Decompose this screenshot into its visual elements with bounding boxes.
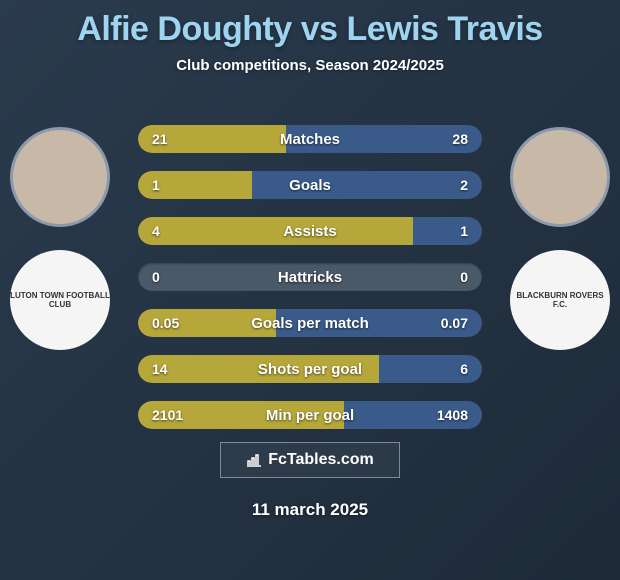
club-name-left: LUTON TOWN FOOTBALL CLUB <box>10 291 110 309</box>
stat-row: 4 Assists 1 <box>138 217 482 245</box>
stats-container: 21 Matches 28 1 Goals 2 4 Assists 1 0 Ha… <box>138 125 482 447</box>
stat-value-right: 0.07 <box>441 309 468 337</box>
stat-value-right: 28 <box>452 125 468 153</box>
stat-row: 0.05 Goals per match 0.07 <box>138 309 482 337</box>
stat-label: Assists <box>138 217 482 245</box>
stat-row: 2101 Min per goal 1408 <box>138 401 482 429</box>
stat-label: Shots per goal <box>138 355 482 383</box>
stat-value-right: 0 <box>460 263 468 291</box>
stat-label: Min per goal <box>138 401 482 429</box>
player-photo-left <box>10 127 110 227</box>
stat-row: 14 Shots per goal 6 <box>138 355 482 383</box>
player-photo-right <box>510 127 610 227</box>
stat-value-right: 1 <box>460 217 468 245</box>
stat-label: Matches <box>138 125 482 153</box>
club-name-right: BLACKBURN ROVERS F.C. <box>510 291 610 309</box>
stat-row: 1 Goals 2 <box>138 171 482 199</box>
club-badge-right: BLACKBURN ROVERS F.C. <box>510 250 610 350</box>
footer-brand-label: FcTables.com <box>268 451 374 469</box>
page-title: Alfie Doughty vs Lewis Travis <box>0 0 620 49</box>
club-badge-left: LUTON TOWN FOOTBALL CLUB <box>10 250 110 350</box>
stat-value-right: 1408 <box>437 401 468 429</box>
stat-value-right: 6 <box>460 355 468 383</box>
subtitle: Club competitions, Season 2024/2025 <box>0 57 620 74</box>
stat-value-right: 2 <box>460 171 468 199</box>
stat-label: Goals per match <box>138 309 482 337</box>
stat-row: 21 Matches 28 <box>138 125 482 153</box>
stat-row: 0 Hattricks 0 <box>138 263 482 291</box>
stat-label: Hattricks <box>138 263 482 291</box>
stat-label: Goals <box>138 171 482 199</box>
date-label: 11 march 2025 <box>0 500 620 520</box>
chart-icon <box>246 451 262 470</box>
footer-brand[interactable]: FcTables.com <box>220 442 400 478</box>
